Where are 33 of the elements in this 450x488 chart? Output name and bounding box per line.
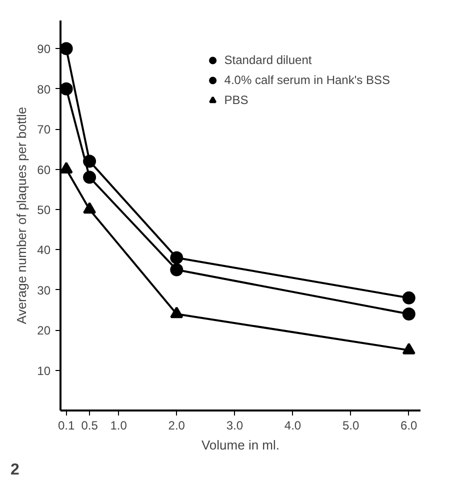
x-tick-label: 0.5 <box>81 418 98 432</box>
point <box>83 170 96 184</box>
point <box>402 291 416 304</box>
y-tick-label: 30 <box>37 283 51 298</box>
y-tick-label: 40 <box>37 243 51 258</box>
y-tick-label: 60 <box>37 162 51 177</box>
point <box>83 202 96 214</box>
point <box>60 82 73 96</box>
y-tick-label: 10 <box>37 364 51 378</box>
legend-label: PBS <box>224 93 248 107</box>
text: 2 <box>10 462 20 478</box>
y-tick-label: 80 <box>37 82 51 96</box>
point <box>60 42 73 56</box>
x-tick-label: 3.0 <box>226 418 244 432</box>
legend-label: 4.0% calf serum in Hank's BSS <box>224 73 390 87</box>
x-axis-title: Volume in ml. <box>201 438 280 452</box>
point <box>170 263 184 276</box>
x-tick-label: 1.0 <box>110 418 128 432</box>
x-tick-label: 5.0 <box>342 418 360 432</box>
y-axis-title: Average number of plaques per bottle <box>14 106 30 324</box>
point <box>402 308 416 320</box>
x-tick-label: 6.0 <box>400 418 418 432</box>
x-tick-label: 2.0 <box>168 418 186 432</box>
legend-label: Standard diluent <box>224 53 312 67</box>
point <box>170 251 184 264</box>
x-tick-label: 4.0 <box>284 418 302 432</box>
x-tick-label: 0.1 <box>58 418 75 432</box>
y-tick-label: 20 <box>37 324 51 338</box>
point <box>402 342 416 354</box>
y-tick-label: 90 <box>37 42 51 56</box>
y-tick-label: 70 <box>37 122 51 137</box>
point <box>170 306 184 318</box>
y-tick-label: 50 <box>37 202 51 217</box>
